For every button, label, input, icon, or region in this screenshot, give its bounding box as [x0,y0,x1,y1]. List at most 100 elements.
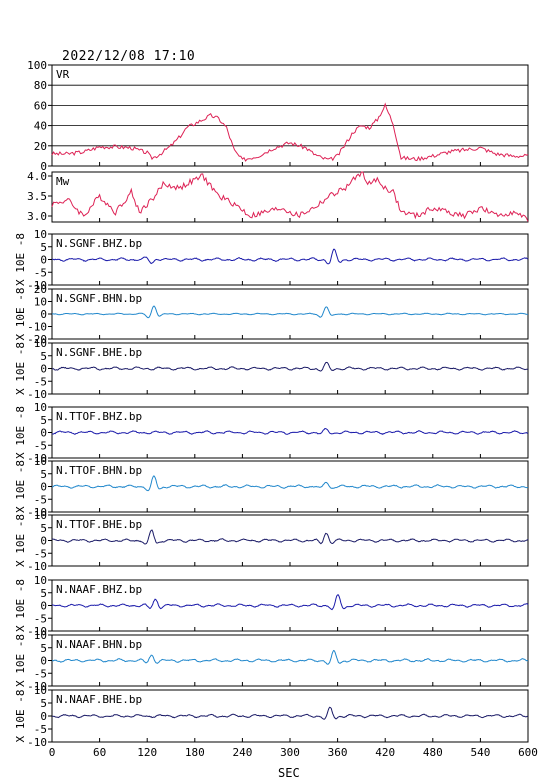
x-tick-label: 180 [185,746,205,759]
series-line [51,594,529,611]
y-axis-unit-label: X 10E -8 [14,460,27,513]
y-tick-label: 10 [34,401,47,414]
y-axis-unit-label: X 10E -8 [14,406,27,459]
x-tick-label: 360 [328,746,348,759]
y-axis-unit-label: X 10E -8 [14,342,27,395]
y-tick-label: 5 [40,587,47,600]
y-tick-label: 5 [40,350,47,363]
y-axis-unit-label: X 10E -8 [14,690,27,743]
y-tick-label: -10 [27,625,47,638]
y-tick-label: -20 [27,333,47,346]
y-tick-label: 0 [40,655,47,668]
series-line [51,305,529,319]
y-axis-unit-label: X 10E -8 [14,233,27,286]
y-tick-label: 10 [34,455,47,468]
panel-label: N.NAAF.BHN.bp [56,638,142,651]
y-tick-label: -10 [27,506,47,519]
y-axis-unit-label: X 10E -8 [14,634,27,687]
panel-label: N.TTOF.BHE.bp [56,518,142,531]
x-tick-label: 240 [232,746,252,759]
x-axis-label: SEC [278,766,300,780]
x-tick-label: 300 [280,746,300,759]
y-tick-label: -5 [34,266,47,279]
chart-title: 2022/12/08 17:10 [62,49,196,64]
panel-label: N.SGNF.BHE.bp [56,346,142,359]
y-tick-label: 10 [34,337,47,350]
y-tick-label: 100 [27,59,47,72]
y-tick-label: 80 [34,79,47,92]
y-tick-label: -5 [34,439,47,452]
y-tick-label: -10 [27,279,47,292]
x-tick-label: 540 [470,746,490,759]
panel-label: N.NAAF.BHE.bp [56,693,142,706]
y-tick-label: -5 [34,723,47,736]
y-tick-label: 0 [40,600,47,613]
y-tick-label: -5 [34,612,47,625]
y-tick-label: 10 [34,574,47,587]
y-tick-label: 20 [34,283,47,296]
y-tick-label: 10 [34,296,47,309]
series-line [51,248,529,265]
y-tick-label: 0 [40,363,47,376]
y-tick-label: -10 [27,680,47,693]
y-tick-label: -5 [34,375,47,388]
x-tick-label: 600 [518,746,538,759]
series-line [51,102,529,162]
y-tick-label: 10 [34,629,47,642]
y-tick-label: 0 [40,710,47,723]
panel-label: Mw [56,175,70,188]
y-tick-label: 10 [34,509,47,522]
series-line [51,649,529,665]
y-tick-label: -10 [27,388,47,401]
series-line [51,529,529,545]
series-line [52,427,529,435]
y-tick-label: 3.5 [27,190,47,203]
y-tick-label: 20 [34,140,47,153]
panel-label: N.SGNF.BHN.bp [56,292,142,305]
panel-label: N.TTOF.BHN.bp [56,464,142,477]
y-tick-label: 0 [40,535,47,548]
y-tick-label: 0 [40,308,47,321]
y-tick-label: 0 [40,427,47,440]
y-tick-label: -10 [27,736,47,749]
panel-label: VR [56,68,70,81]
y-tick-label: 0 [40,481,47,494]
x-tick-label: 480 [423,746,443,759]
y-tick-label: 3.0 [27,210,47,223]
y-tick-label: -10 [27,560,47,573]
x-tick-label: 60 [93,746,106,759]
y-tick-label: -10 [27,452,47,465]
y-tick-label: -10 [27,321,47,334]
y-tick-label: 0 [40,160,47,173]
x-tick-label: 120 [137,746,157,759]
panel-label: N.NAAF.BHZ.bp [56,583,142,596]
y-axis-unit-label: X 10E -8 [14,288,27,341]
y-tick-label: 5 [40,642,47,655]
x-tick-label: 420 [375,746,395,759]
y-tick-label: 5 [40,241,47,254]
x-tick-label: 0 [49,746,56,759]
y-axis-unit-label: X 10E -8 [14,579,27,632]
y-tick-label: -5 [34,667,47,680]
y-tick-label: 40 [34,120,47,133]
y-tick-label: 5 [40,414,47,427]
y-tick-label: -5 [34,493,47,506]
panel-frame [51,171,529,223]
y-tick-label: 5 [40,522,47,535]
series-line [51,706,529,720]
y-tick-label: 5 [40,697,47,710]
y-tick-label: 10 [34,228,47,241]
panel-label: N.TTOF.BHZ.bp [56,410,142,423]
y-tick-label: 4.0 [27,170,47,183]
series-line [51,475,529,492]
series-line [51,171,529,222]
y-axis-unit-label: X 10E -8 [14,514,27,567]
panel-label: N.SGNF.BHZ.bp [56,237,142,250]
y-tick-label: 10 [34,684,47,697]
y-tick-label: -5 [34,547,47,560]
y-tick-label: 0 [40,254,47,267]
y-tick-label: 60 [34,99,47,112]
y-tick-label: 5 [40,468,47,481]
series-line [51,361,529,372]
